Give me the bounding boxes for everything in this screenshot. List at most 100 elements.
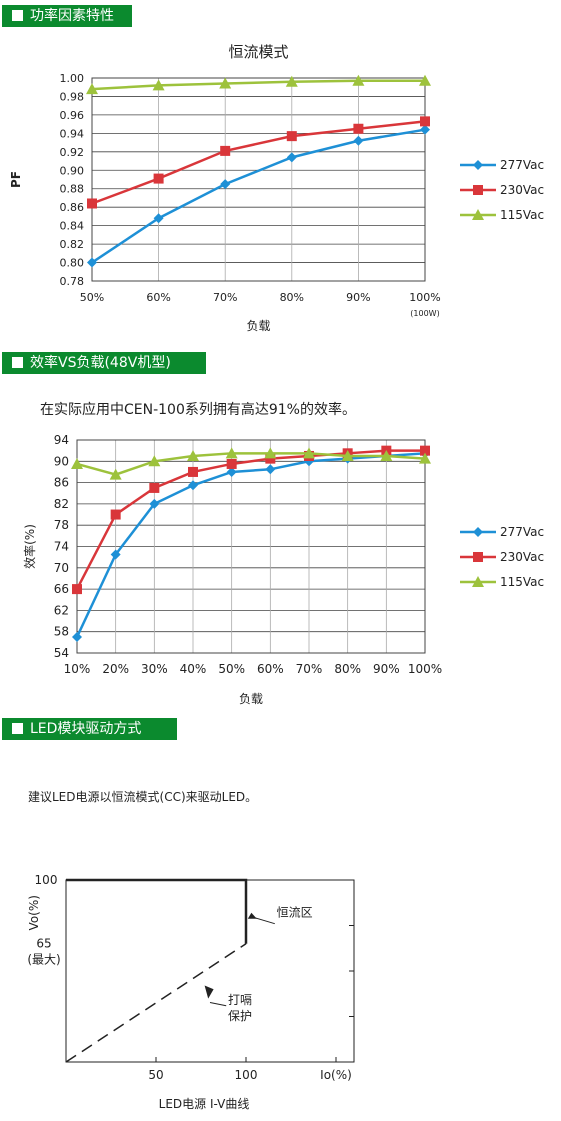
data-point-marker bbox=[353, 123, 364, 134]
data-point-marker bbox=[153, 173, 164, 184]
x-axis-label: 负载 bbox=[246, 319, 270, 333]
data-point-marker bbox=[226, 466, 237, 477]
data-point-marker bbox=[473, 185, 483, 195]
data-point-marker bbox=[220, 145, 231, 156]
data-point-marker bbox=[304, 456, 314, 467]
chart-title: LED电源 I-V曲线 bbox=[159, 1097, 250, 1111]
data-point-marker bbox=[286, 131, 297, 142]
y-tick-label: 0.90 bbox=[60, 164, 85, 177]
y-tick-label: 90 bbox=[54, 454, 69, 468]
series-line-115Vac bbox=[76, 452, 426, 476]
data-point-marker bbox=[225, 447, 238, 459]
x-tick-label: 50% bbox=[218, 662, 245, 676]
arrow-icon bbox=[247, 912, 257, 919]
y-tick-label: 0.94 bbox=[60, 127, 85, 140]
x-tick-label: 100% bbox=[408, 662, 442, 676]
square-bullet-icon bbox=[12, 10, 23, 21]
x-tick-label: 40% bbox=[180, 662, 207, 676]
section-banner-led-drive: LED模块驱动方式 bbox=[2, 718, 177, 740]
x-tick-label: 20% bbox=[102, 662, 129, 676]
annotation-cc-zone: 恒流区 bbox=[277, 905, 313, 919]
data-point-marker bbox=[264, 447, 277, 459]
data-point-marker bbox=[187, 449, 199, 461]
data-point-marker bbox=[87, 198, 97, 209]
data-point-marker bbox=[148, 455, 161, 467]
hiccup-protection-line bbox=[65, 943, 247, 1063]
annotation-hiccup-line1: 打嗝 bbox=[228, 993, 252, 1007]
legend-label: 277Vac bbox=[500, 158, 544, 172]
y-tick-label: 0.96 bbox=[60, 109, 85, 122]
data-point-marker bbox=[71, 457, 83, 469]
data-point-marker bbox=[153, 213, 164, 224]
square-bullet-icon bbox=[12, 723, 23, 734]
data-point-marker bbox=[472, 209, 484, 220]
x-tick-label: Io(%) bbox=[320, 1068, 352, 1082]
section-title: LED模块驱动方式 bbox=[30, 721, 142, 737]
y-tick-label: 0.82 bbox=[60, 238, 85, 251]
y-axis-label: 效率(%) bbox=[22, 524, 37, 569]
x-axis-note: (100W) bbox=[410, 309, 439, 318]
section-banner-pf: 功率因素特性 bbox=[2, 5, 132, 27]
x-tick-label: 60% bbox=[146, 291, 170, 304]
y-tick-label: 100 bbox=[35, 873, 58, 887]
y-axis-label: Vo(%) bbox=[27, 895, 41, 930]
y-tick-label: 74 bbox=[54, 540, 69, 554]
data-point-marker bbox=[353, 135, 364, 146]
y-tick-label: 78 bbox=[54, 518, 69, 532]
y-tick-label: 0.86 bbox=[60, 201, 85, 214]
x-tick-label: 90% bbox=[373, 662, 400, 676]
plot-area bbox=[91, 77, 426, 282]
led-drive-note: 建议LED电源以恒流模式(CC)来驱动LED。 bbox=[28, 790, 258, 804]
data-point-marker bbox=[420, 124, 430, 135]
legend-label: 115Vac bbox=[500, 208, 544, 222]
arrow-icon bbox=[204, 985, 214, 999]
cc-curve bbox=[66, 878, 248, 944]
data-point-marker bbox=[188, 466, 198, 477]
y-axis-note: (最大) bbox=[27, 953, 60, 967]
data-point-marker bbox=[109, 468, 122, 480]
data-point-marker bbox=[226, 458, 237, 469]
annotation-hiccup-line2: 保护 bbox=[228, 1009, 252, 1023]
data-point-marker bbox=[152, 79, 165, 91]
y-tick-label: 0.78 bbox=[60, 275, 85, 288]
series-line-230Vac bbox=[91, 120, 426, 205]
y-tick-label: 58 bbox=[54, 625, 69, 639]
legend-label: 230Vac bbox=[500, 550, 544, 564]
y-tick-label: 0.98 bbox=[60, 90, 85, 103]
y-tick-label: 82 bbox=[54, 497, 69, 511]
data-point-marker bbox=[473, 160, 483, 170]
x-tick-label: 50% bbox=[80, 291, 104, 304]
y-tick-label: 70 bbox=[54, 561, 69, 575]
data-point-marker bbox=[420, 445, 430, 456]
legend-label: 230Vac bbox=[500, 183, 544, 197]
data-point-marker bbox=[72, 632, 82, 643]
x-tick-label: 70% bbox=[213, 291, 237, 304]
series-line-277Vac bbox=[91, 128, 426, 264]
series-line-277Vac bbox=[75, 452, 426, 638]
data-point-marker bbox=[380, 449, 393, 461]
iv-curve-chart: 50 100 Io(%) 100 65 (最大) Vo(%) LED电源 I-V曲线 恒流区打嗝… bbox=[27, 873, 355, 1111]
y-tick-label: 62 bbox=[54, 603, 69, 617]
y-axis-label: PF bbox=[9, 171, 23, 188]
data-point-marker bbox=[72, 584, 82, 595]
series-line-115Vac bbox=[91, 79, 425, 91]
y-tick-label: 0.88 bbox=[60, 183, 85, 196]
x-tick-label: 60% bbox=[257, 662, 284, 676]
data-point-marker bbox=[87, 257, 97, 268]
data-point-marker bbox=[303, 447, 315, 459]
series-line-230Vac bbox=[75, 449, 425, 590]
data-point-marker bbox=[220, 179, 231, 190]
y-tick-label: 54 bbox=[54, 646, 69, 660]
data-point-marker bbox=[265, 453, 276, 464]
x-tick-label: 30% bbox=[141, 662, 168, 676]
x-tick-label: 70% bbox=[296, 662, 323, 676]
legend-label: 115Vac bbox=[500, 575, 544, 589]
y-tick-label: 0.80 bbox=[60, 257, 85, 270]
efficiency-note: 在实际应用中CEN-100系列拥有高达91%的效率。 bbox=[40, 402, 356, 418]
x-tick-label: 100 bbox=[235, 1068, 258, 1082]
x-tick-label: 80% bbox=[334, 662, 361, 676]
data-point-marker bbox=[473, 552, 483, 562]
y-tick-label: 0.84 bbox=[60, 220, 85, 233]
x-axis-label: 负载 bbox=[239, 692, 263, 706]
data-point-marker bbox=[341, 449, 354, 461]
